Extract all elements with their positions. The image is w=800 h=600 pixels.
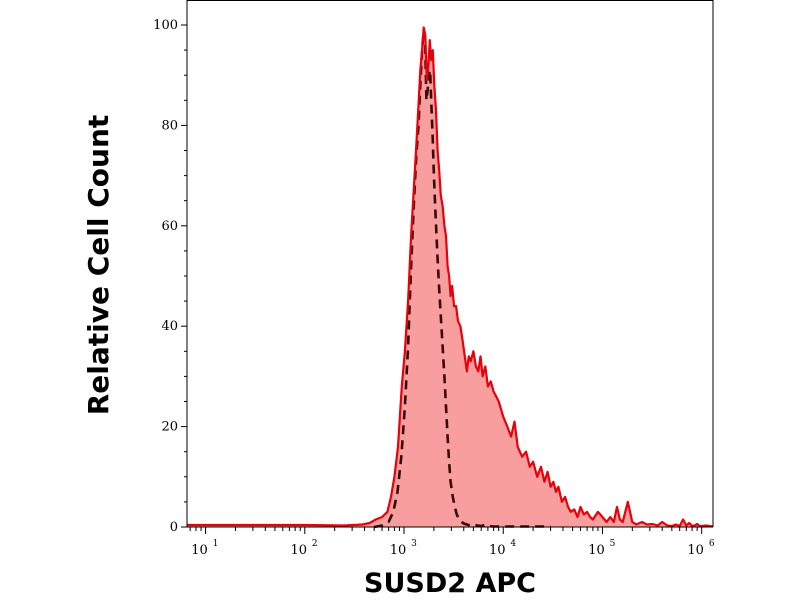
x-tick-label: 10 [191, 543, 208, 558]
y-axis-label: Relative Cell Count [82, 115, 115, 416]
x-tick-exponent: 5 [610, 539, 616, 549]
y-tick-label: 40 [161, 319, 178, 334]
x-ticks: 10 1 10 2 10 3 10 4 10 5 10 6 [189, 527, 715, 558]
x-tick-label: 10 [291, 543, 308, 558]
y-tick-label: 20 [161, 420, 178, 435]
y-tick-label: 0 [170, 520, 178, 535]
x-tick-exponent: 2 [312, 539, 318, 549]
x-tick-label: 10 [687, 543, 704, 558]
x-tick-exponent: 6 [709, 539, 715, 549]
x-tick-label: 10 [489, 543, 506, 558]
x-tick-exponent: 1 [213, 539, 219, 549]
x-axis-label: SUSD2 APC [364, 568, 536, 599]
y-tick-label: 60 [161, 219, 178, 234]
y-tick-label: 80 [161, 118, 178, 133]
x-tick-exponent: 4 [510, 539, 516, 549]
plot-area [187, 26, 714, 529]
x-tick-exponent: 3 [411, 539, 417, 549]
y-tick-label: 100 [153, 18, 178, 33]
control-histogram-line [373, 28, 551, 529]
sample-histogram-fill [187, 27, 713, 527]
axes: 0 20 40 60 80 100 10 1 10 2 10 3 10 4 10 5 10 6 [153, 0, 715, 558]
sample-histogram-line [187, 26, 714, 528]
y-ticks: 0 20 40 60 80 100 [153, 18, 187, 535]
x-tick-label: 10 [588, 543, 605, 558]
x-tick-label: 10 [390, 543, 407, 558]
